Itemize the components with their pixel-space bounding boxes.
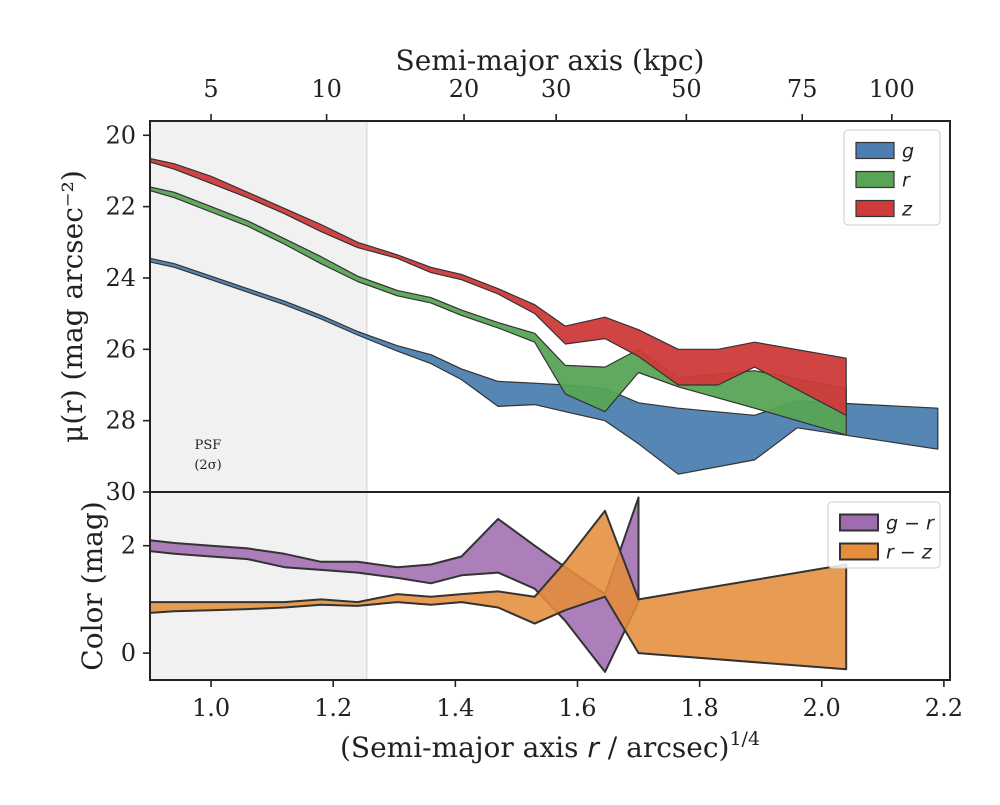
legend-label: g − r — [886, 513, 935, 535]
top-tick-label: 5 — [203, 75, 218, 103]
top-axis-title: Semi-major axis (kpc) — [396, 44, 705, 77]
x-tick-label: 1.2 — [314, 694, 352, 722]
x-tick-label: 1.6 — [558, 694, 596, 722]
x-axis-title-mid: / arcsec) — [599, 731, 730, 764]
psf-annotation-line1: PSF — [195, 438, 222, 453]
band-surface-brightness-2 — [149, 157, 847, 416]
band-surface-brightness-1 — [149, 186, 847, 436]
psf-region-bottom — [150, 492, 367, 680]
y-tick-label: 26 — [105, 335, 136, 363]
axis-ticks: 1.0 1.2 1.4 1.6 1.8 2.0 2.25 10 20 30 50 75 10020222… — [105, 75, 963, 722]
bottom-panel-bands — [149, 496, 848, 673]
top-tick-label: 20 — [449, 75, 480, 103]
top-tick-label: 30 — [541, 75, 572, 103]
top-panel-y-axis-title: μ(r) (mag arcsec⁻²) — [56, 170, 89, 443]
legend-swatch — [855, 199, 895, 218]
y-tick-label: 28 — [105, 407, 136, 435]
top-tick-label: 100 — [869, 75, 915, 103]
x-tick-label: 2.0 — [803, 694, 841, 722]
x-axis-title-var: r — [587, 731, 600, 764]
legend-swatch — [855, 141, 895, 160]
x-tick-label: 1.0 — [192, 694, 230, 722]
psf-region-top — [150, 121, 367, 492]
y-tick-label: 22 — [105, 193, 136, 221]
legends: grz g − r r − z — [827, 129, 941, 569]
legend-label: g — [902, 141, 914, 163]
y-tick-label: 30 — [105, 478, 136, 506]
x-tick-label: 1.8 — [681, 694, 719, 722]
y-tick-label: 20 — [105, 121, 136, 149]
top-tick-label: 75 — [787, 75, 818, 103]
y-tick-label: 2 — [121, 532, 136, 560]
x-axis-title: (Semi-major axis r / arcsec)1/4 — [340, 728, 760, 764]
x-tick-label: 2.2 — [925, 694, 963, 722]
x-axis-title-pre: (Semi-major axis — [340, 731, 587, 764]
y-tick-label: 24 — [105, 264, 136, 292]
bottom-panel-frame — [149, 491, 951, 681]
band-color-1 — [149, 509, 848, 671]
bottom-panel-y-axis-title: Color (mag) — [76, 501, 109, 670]
top-tick-label: 50 — [671, 75, 702, 103]
legend-swatch — [855, 170, 895, 189]
x-axis-title-sup: 1/4 — [729, 728, 760, 750]
top-tick-label: 10 — [311, 75, 342, 103]
x-tick-label: 1.4 — [436, 694, 474, 722]
legend-label: r — [902, 170, 911, 192]
legend-label: r − z — [886, 542, 933, 564]
legend-label: z — [901, 199, 913, 221]
top-panel-bands — [149, 157, 939, 475]
psf-annotation-line2: (2σ) — [194, 458, 221, 473]
legend-swatch — [839, 542, 879, 561]
band-surface-brightness-0 — [149, 257, 939, 475]
y-tick-label: 0 — [121, 639, 136, 667]
legend-swatch — [839, 513, 879, 532]
